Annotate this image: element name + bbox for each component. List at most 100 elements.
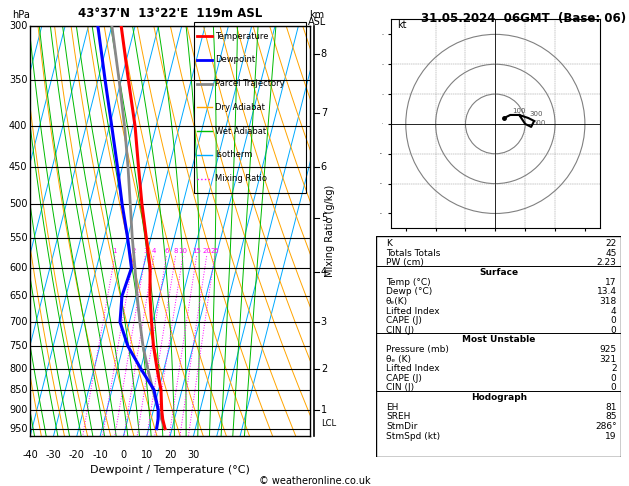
Text: 0: 0 [611,316,616,325]
Text: 850: 850 [9,385,28,395]
Text: km: km [309,11,325,20]
Text: 700: 700 [9,317,28,327]
Text: Dewp (°C): Dewp (°C) [386,287,432,296]
Text: Lifted Index: Lifted Index [386,364,440,373]
Text: 4: 4 [152,248,156,254]
Text: 8: 8 [174,248,178,254]
Text: 5: 5 [321,213,327,223]
Text: 3: 3 [321,317,327,327]
Text: EH: EH [386,403,398,412]
Text: 10: 10 [179,248,187,254]
Text: 8: 8 [321,49,327,59]
Text: 7: 7 [321,108,327,118]
Text: Temp (°C): Temp (°C) [386,278,431,287]
Text: 10: 10 [141,451,153,460]
Text: CAPE (J): CAPE (J) [386,316,422,325]
Text: Temperature: Temperature [215,32,269,40]
Text: -30: -30 [46,451,62,460]
Text: Most Unstable: Most Unstable [462,335,535,345]
Text: ASL: ASL [308,17,326,27]
Text: 45: 45 [605,249,616,258]
Text: 400: 400 [9,122,28,131]
Text: CIN (J): CIN (J) [386,326,414,335]
Text: 1: 1 [113,248,117,254]
Text: 925: 925 [599,345,616,354]
Text: Isotherm: Isotherm [215,151,252,159]
Text: Mixing Ratio: Mixing Ratio [215,174,267,183]
Text: LCL: LCL [321,418,336,428]
Text: 650: 650 [9,291,28,301]
Text: kt: kt [397,20,406,31]
Text: Lifted Index: Lifted Index [386,307,440,315]
Text: 17: 17 [605,278,616,287]
Text: Totals Totals: Totals Totals [386,249,440,258]
Text: 3: 3 [143,248,148,254]
Text: 22: 22 [605,239,616,248]
Bar [194,22,306,193]
Text: 500: 500 [533,121,546,126]
Text: 800: 800 [9,364,28,374]
Text: -40: -40 [22,451,38,460]
Text: 20: 20 [164,451,176,460]
Text: 15: 15 [192,248,201,254]
Text: 100: 100 [512,108,525,115]
Text: 0: 0 [611,383,616,393]
Text: θₑ(K): θₑ(K) [386,297,408,306]
Text: -10: -10 [92,451,108,460]
Text: Mixing Ratio (g/kg): Mixing Ratio (g/kg) [325,185,335,277]
Text: Dewpoint / Temperature (°C): Dewpoint / Temperature (°C) [90,465,250,475]
Text: 25: 25 [210,248,219,254]
Text: 450: 450 [9,162,28,173]
Text: 6: 6 [164,248,169,254]
Text: StmSpd (kt): StmSpd (kt) [386,432,440,440]
Text: 1: 1 [321,405,327,415]
Text: 0: 0 [611,374,616,383]
Text: Dewpoint: Dewpoint [215,55,255,64]
Text: 2: 2 [321,364,327,374]
Text: 600: 600 [9,263,28,273]
Text: 2.23: 2.23 [597,259,616,267]
Text: 85: 85 [605,412,616,421]
Text: Dry Adiabat: Dry Adiabat [215,103,265,112]
Text: 318: 318 [599,297,616,306]
Text: 2: 2 [131,248,136,254]
Text: -20: -20 [69,451,85,460]
Text: 0: 0 [120,451,126,460]
Text: 31.05.2024  06GMT  (Base: 06): 31.05.2024 06GMT (Base: 06) [421,12,626,25]
Text: Pressure (mb): Pressure (mb) [386,345,449,354]
Text: SREH: SREH [386,412,410,421]
Text: 20: 20 [202,248,211,254]
Text: StmDir: StmDir [386,422,417,431]
Text: PW (cm): PW (cm) [386,259,424,267]
Text: 6: 6 [321,162,327,173]
Text: © weatheronline.co.uk: © weatheronline.co.uk [259,476,370,486]
Text: Surface: Surface [479,268,518,277]
Text: 300: 300 [9,21,28,31]
Text: 4: 4 [611,307,616,315]
Text: 950: 950 [9,424,28,434]
Text: Parcel Trajectory: Parcel Trajectory [215,79,284,88]
Text: 350: 350 [9,75,28,85]
Text: K: K [386,239,392,248]
Text: θₑ (K): θₑ (K) [386,355,411,364]
Text: 321: 321 [599,355,616,364]
Text: 500: 500 [9,199,28,209]
Text: Wet Adiabat: Wet Adiabat [215,127,266,136]
Text: 81: 81 [605,403,616,412]
Text: 2: 2 [611,364,616,373]
Text: 0: 0 [611,326,616,335]
Text: 286°: 286° [595,422,616,431]
Text: 19: 19 [605,432,616,440]
Text: 43°37'N  13°22'E  119m ASL: 43°37'N 13°22'E 119m ASL [78,7,262,19]
Text: 13.4: 13.4 [596,287,616,296]
Text: 4: 4 [321,267,327,277]
Text: CAPE (J): CAPE (J) [386,374,422,383]
Text: 750: 750 [9,341,28,351]
Text: hPa: hPa [12,10,30,19]
Text: 900: 900 [9,405,28,415]
Text: 300: 300 [530,111,543,118]
Text: CIN (J): CIN (J) [386,383,414,393]
Text: 550: 550 [9,233,28,243]
Text: 30: 30 [187,451,199,460]
Text: Hodograph: Hodograph [470,393,527,402]
